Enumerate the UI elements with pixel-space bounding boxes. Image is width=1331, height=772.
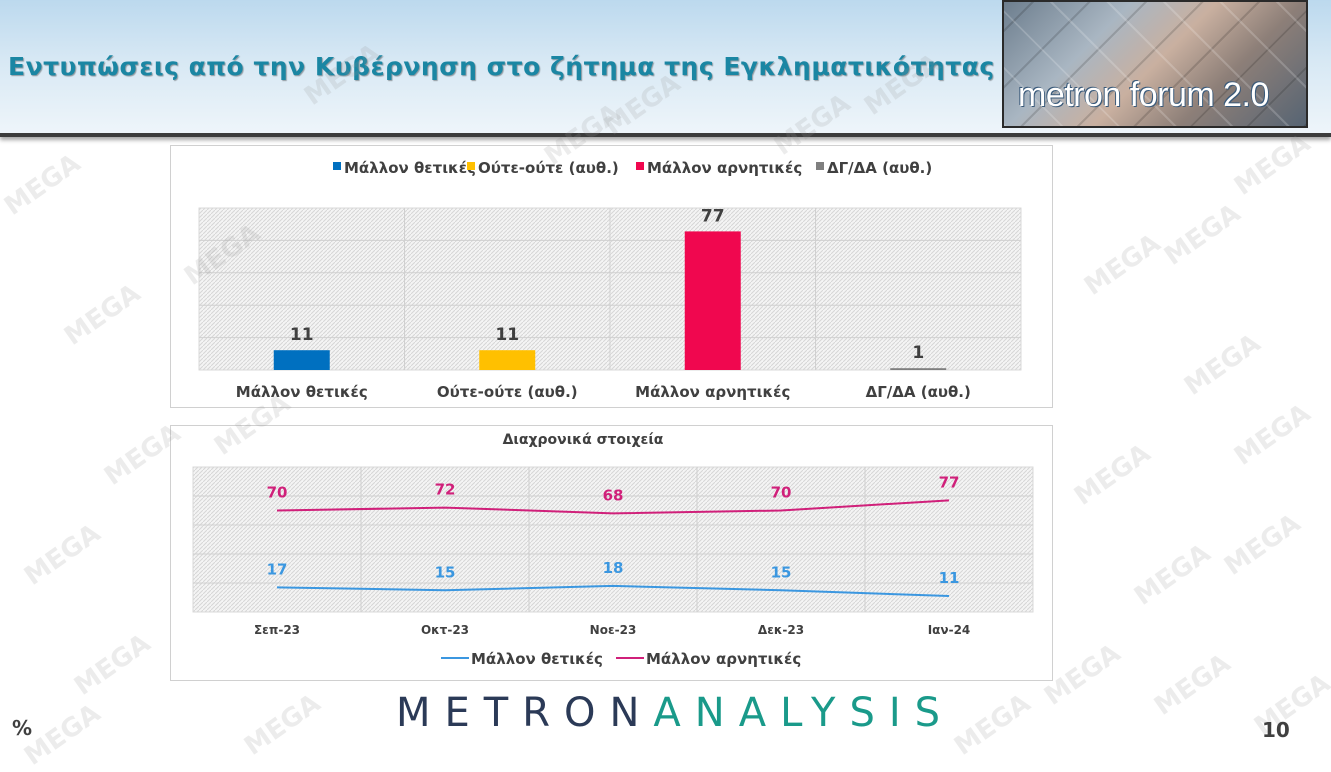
data-label: 15 [771, 563, 792, 581]
watermark-text: MEGA [1219, 508, 1307, 582]
percent-symbol: % [12, 716, 33, 740]
metron-forum-logo: metron forum 2.0 [1002, 0, 1308, 128]
data-label: 70 [771, 484, 792, 502]
x-tick-label: Ιαν-24 [928, 623, 971, 637]
bar [273, 350, 330, 370]
watermark-text: MEGA [1229, 398, 1317, 472]
data-label: 68 [603, 486, 624, 504]
legend-label: Μάλλον θετικές [344, 159, 476, 177]
category-label: Ούτε-ούτε (αυθ.) [437, 383, 578, 401]
logo-text: metron forum 2.0 [1018, 76, 1269, 114]
watermark-text: MEGA [1179, 328, 1267, 402]
brand-metron: METRON [396, 690, 654, 736]
watermark-text: MEGA [1069, 438, 1157, 512]
metronanalysis-logo: METRONANALYSIS [396, 690, 954, 736]
bar-value-label: 11 [290, 325, 314, 345]
series-line [276, 584, 950, 598]
x-tick-label: Δεκ-23 [758, 623, 804, 637]
page-number: 10 [1262, 718, 1290, 742]
data-label: 77 [939, 473, 960, 491]
watermark-text: MEGA [1129, 538, 1217, 612]
legend-label: Μάλλον θετικές [471, 650, 603, 668]
bar [890, 368, 947, 370]
bar-chart: 11 Μάλλον θετικές 11 Ούτε-ούτε (αυθ.) 77 Μάλλ… [198, 159, 1022, 401]
logo-photo [1004, 2, 1306, 126]
watermark-text: MEGA [239, 688, 327, 762]
legend-label: Μάλλον αρνητικές [647, 159, 802, 177]
bar-value-label: 11 [495, 325, 519, 345]
page-title: Εντυπώσεις από την Κυβέρνηση στο ζήτημα … [8, 52, 995, 81]
legend-swatch [636, 162, 644, 170]
series-line [276, 499, 950, 515]
legend-label: Ούτε-ούτε (αυθ.) [478, 159, 619, 177]
data-label: 18 [603, 559, 624, 577]
data-label: 70 [267, 484, 288, 502]
data-label: 17 [267, 560, 288, 578]
line-chart-panel: Διαχρονικά στοιχεία 17 15 18 15 11 70 72 68 70 77 Σ… [170, 425, 1053, 681]
watermark-text: MEGA [1229, 128, 1317, 202]
watermark-text: MEGA [1159, 198, 1247, 272]
legend-swatch [816, 162, 824, 170]
bar-value-label: 77 [701, 206, 725, 226]
brand-analysis: ANALYSIS [653, 690, 955, 736]
line-chart-title: Διαχρονικά στοιχεία [503, 432, 664, 448]
line-chart: Διαχρονικά στοιχεία 17 15 18 15 11 70 72 68 70 77 Σ… [192, 432, 1034, 668]
x-tick-label: Νοε-23 [590, 623, 637, 637]
category-label: ΔΓ/ΔΑ (αυθ.) [866, 383, 971, 401]
bar [684, 231, 741, 370]
legend-label: Μάλλον αρνητικές [646, 650, 801, 668]
category-label: Μάλλον θετικές [236, 383, 368, 401]
legend-swatch [467, 162, 475, 170]
watermark-text: MEGA [949, 688, 1037, 762]
bar-chart-panel: 11 Μάλλον θετικές 11 Ούτε-ούτε (αυθ.) 77 Μάλλ… [170, 145, 1053, 408]
watermark-text: MEGA [69, 628, 157, 702]
category-label: Μάλλον αρνητικές [635, 383, 790, 401]
watermark-text: MEGA [0, 148, 87, 222]
data-label: 15 [435, 563, 456, 581]
x-tick-label: Σεπ-23 [254, 623, 300, 637]
watermark-text: MEGA [19, 518, 107, 592]
bar [479, 350, 536, 370]
bar-value-label: 1 [912, 343, 924, 363]
header-banner: Εντυπώσεις από την Κυβέρνηση στο ζήτημα … [0, 0, 1331, 137]
watermark-text: MEGA [19, 698, 107, 772]
data-label: 72 [435, 481, 456, 499]
legend-label: ΔΓ/ΔΑ (αυθ.) [827, 159, 932, 177]
watermark-text: MEGA [59, 278, 147, 352]
legend-swatch [333, 162, 341, 170]
data-label: 11 [939, 569, 960, 587]
watermark-text: MEGA [1079, 228, 1167, 302]
watermark-text: MEGA [1149, 648, 1237, 722]
x-tick-label: Οκτ-23 [421, 623, 469, 637]
